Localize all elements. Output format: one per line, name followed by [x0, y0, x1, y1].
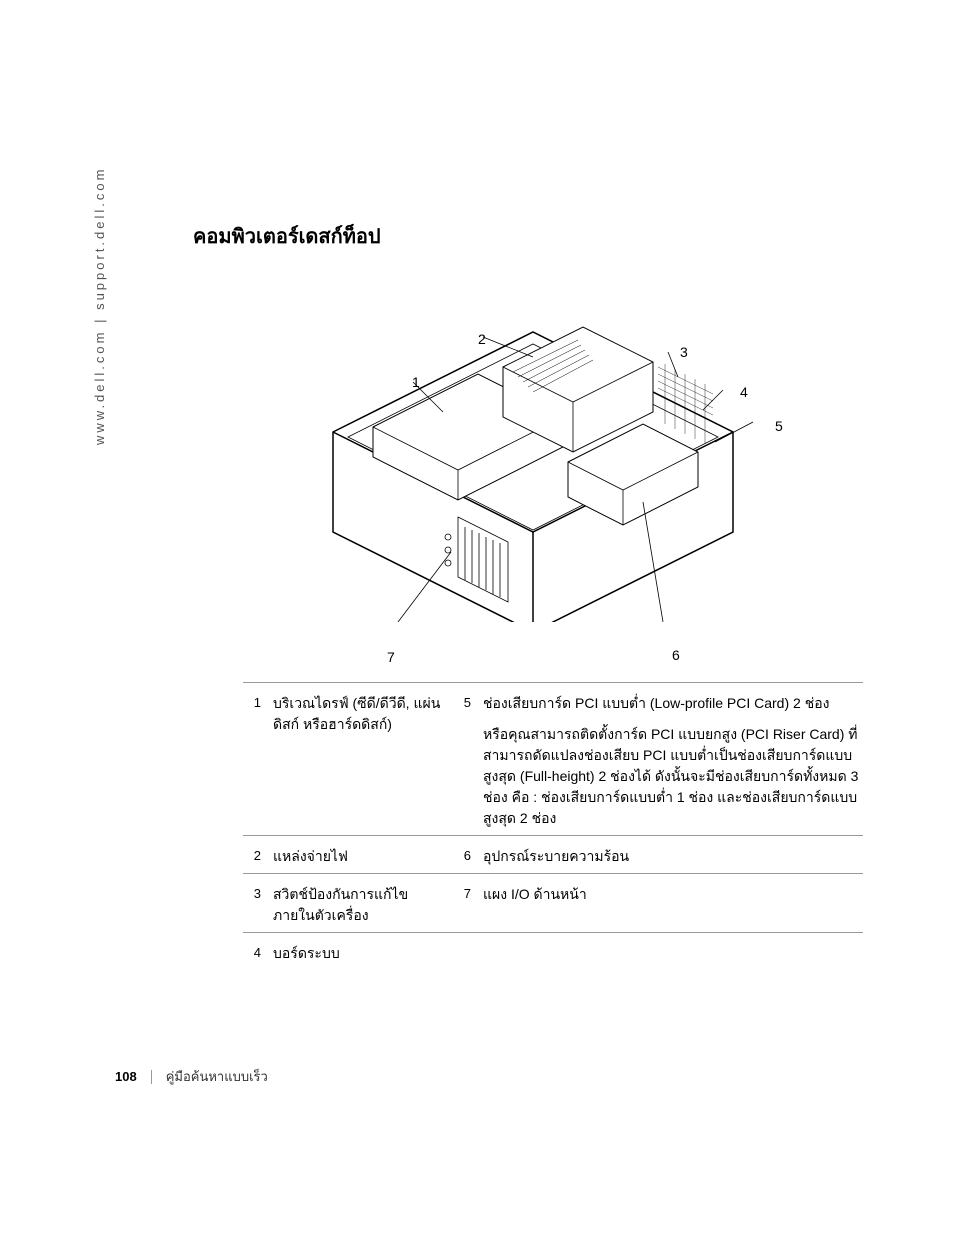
callout-5: 5 — [775, 418, 783, 434]
callout-7: 7 — [387, 649, 395, 665]
legend-num-left: 1 — [243, 693, 273, 829]
table-row: 3 สวิตช์ป้องกันการแก้ไขภายในตัวเครื่อง 7… — [243, 873, 863, 932]
sidebar-url: www.dell.com | support.dell.com — [92, 167, 107, 445]
legend-right-sub: หรือคุณสามารถติดตั้งการ์ด PCI แบบยกสูง (… — [483, 724, 863, 829]
legend-num-left: 3 — [243, 884, 273, 926]
legend-text-right — [483, 943, 863, 964]
callout-2: 2 — [478, 331, 486, 347]
legend-text-right: ช่องเสียบการ์ด PCI แบบต่ำ (Low-profile P… — [483, 693, 863, 829]
callout-1: 1 — [412, 374, 420, 390]
legend-text-left: บอร์ดระบบ — [273, 943, 453, 964]
legend-num-right: 5 — [453, 693, 483, 829]
main-content: คอมพิวเตอร์เดสก์ท็อป — [193, 220, 873, 970]
legend-text-right: แผง I/O ด้านหน้า — [483, 884, 863, 926]
legend-text-left: สวิตช์ป้องกันการแก้ไขภายในตัวเครื่อง — [273, 884, 453, 926]
callout-4: 4 — [740, 384, 748, 400]
legend-text-left: บริเวณไดรฟ์ (ซีดี/ดีวีดี, แผ่นดิสก์ หรือ… — [273, 693, 453, 829]
desktop-diagram: 1 2 3 4 5 6 7 — [253, 282, 813, 622]
footer-label: คู่มือค้นหาแบบเร็ว — [166, 1066, 268, 1087]
legend-text-left: แหล่งจ่ายไฟ — [273, 846, 453, 867]
legend-num-left: 4 — [243, 943, 273, 964]
footer-divider-icon — [151, 1070, 152, 1084]
legend-num-right: 7 — [453, 884, 483, 926]
legend-num-left: 2 — [243, 846, 273, 867]
table-row: 4 บอร์ดระบบ — [243, 932, 863, 970]
computer-isometric-icon — [303, 302, 763, 622]
legend-table: 1 บริเวณไดรฟ์ (ซีดี/ดีวีดี, แผ่นดิสก์ หร… — [243, 682, 863, 970]
legend-right-main: ช่องเสียบการ์ด PCI แบบต่ำ (Low-profile P… — [483, 693, 863, 714]
page-number: 108 — [115, 1069, 137, 1084]
section-title: คอมพิวเตอร์เดสก์ท็อป — [193, 220, 873, 252]
legend-num-right — [453, 943, 483, 964]
page-footer: 108 คู่มือค้นหาแบบเร็ว — [115, 1066, 268, 1087]
legend-text-right: อุปกรณ์ระบายความร้อน — [483, 846, 863, 867]
table-row: 2 แหล่งจ่ายไฟ 6 อุปกรณ์ระบายความร้อน — [243, 835, 863, 873]
callout-3: 3 — [680, 344, 688, 360]
legend-num-right: 6 — [453, 846, 483, 867]
table-row: 1 บริเวณไดรฟ์ (ซีดี/ดีวีดี, แผ่นดิสก์ หร… — [243, 682, 863, 835]
callout-6: 6 — [672, 647, 680, 663]
